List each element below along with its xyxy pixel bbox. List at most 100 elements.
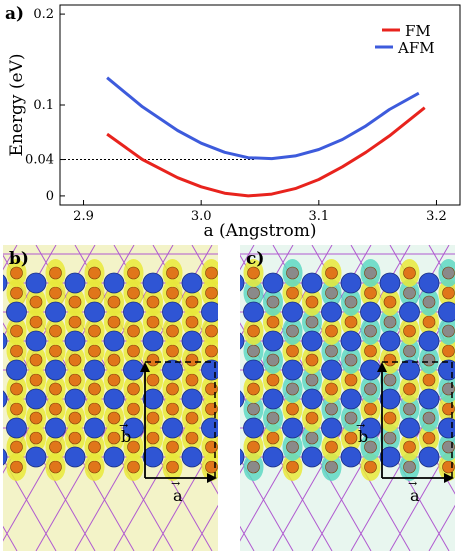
small-atom <box>286 382 299 396</box>
large-atom <box>123 301 144 323</box>
large-atom <box>142 388 164 410</box>
small-atom <box>166 460 179 474</box>
small-atom <box>146 411 160 425</box>
panel-b-label: b) <box>9 249 29 269</box>
large-atom <box>64 446 86 468</box>
small-atom <box>185 315 199 329</box>
small-atom <box>49 440 62 454</box>
large-atom <box>360 417 381 439</box>
series-group <box>106 76 426 198</box>
large-atom <box>399 359 420 381</box>
large-atom <box>262 388 284 410</box>
small-atom <box>364 266 377 280</box>
large-atom <box>379 272 401 294</box>
unit-cell: a→b→ <box>356 361 454 505</box>
large-atom <box>301 330 323 352</box>
structure-c-image: a→b→ <box>240 245 455 551</box>
panel-b-structure: a → b → b) <box>3 245 218 551</box>
large-atom <box>142 272 164 294</box>
x-tick-label: 3.0 <box>191 209 212 224</box>
small-atom <box>422 373 436 387</box>
large-atom <box>399 301 420 323</box>
small-atom <box>383 315 397 329</box>
large-atom <box>6 359 27 381</box>
small-atom <box>364 460 377 474</box>
large-atom <box>25 272 47 294</box>
large-atom <box>3 390 8 408</box>
x-tick-label: 3.2 <box>426 209 447 224</box>
small-atom <box>127 440 140 454</box>
small-atom <box>107 431 121 445</box>
small-atom <box>286 440 299 454</box>
large-atom <box>438 301 455 323</box>
small-atom <box>107 353 121 367</box>
small-atom <box>442 266 455 280</box>
large-atom <box>181 272 203 294</box>
small-atom <box>383 373 397 387</box>
panel-c-label: c) <box>246 249 265 269</box>
large-atom <box>142 446 164 468</box>
vector-b-arrow-glyph: → <box>356 419 365 432</box>
vector-a-arrowhead <box>444 473 454 483</box>
bond-line <box>389 245 455 360</box>
small-atom <box>403 402 416 416</box>
small-atom <box>166 266 179 280</box>
small-atom <box>344 411 358 425</box>
large-atom <box>3 274 8 292</box>
small-atom <box>68 315 82 329</box>
large-atom <box>240 390 245 408</box>
large-atom <box>321 301 342 323</box>
large-atom <box>321 359 342 381</box>
large-atom <box>379 330 401 352</box>
large-atom <box>123 359 144 381</box>
small-atom <box>266 295 280 309</box>
large-atom <box>181 330 203 352</box>
small-atom <box>305 431 319 445</box>
large-atom <box>25 388 47 410</box>
small-atom <box>166 402 179 416</box>
large-atom <box>45 417 66 439</box>
small-atom <box>344 431 358 445</box>
small-atom <box>127 286 140 300</box>
x-ticks: 2.9 3.0 3.1 3.2 <box>73 200 447 224</box>
x-tick-label: 3.1 <box>308 209 329 224</box>
bond-line <box>152 436 218 551</box>
small-atom <box>205 344 218 358</box>
large-atoms <box>240 272 455 468</box>
small-atom <box>364 402 377 416</box>
large-atom <box>438 359 455 381</box>
small-atom <box>205 266 218 280</box>
large-atom <box>282 301 303 323</box>
small-atom <box>146 431 160 445</box>
large-atom <box>340 330 362 352</box>
large-atom <box>262 272 284 294</box>
large-atom <box>243 359 264 381</box>
small-atom <box>10 344 23 358</box>
small-atom <box>68 411 82 425</box>
large-atom <box>282 417 303 439</box>
y-axis-label: Energy (eV) <box>7 53 27 156</box>
small-atom <box>88 440 101 454</box>
small-atom <box>10 460 23 474</box>
small-atom <box>364 286 377 300</box>
small-atom <box>305 373 319 387</box>
small-atom <box>403 344 416 358</box>
large-atom <box>162 301 183 323</box>
small-atom <box>88 402 101 416</box>
small-atom <box>403 266 416 280</box>
small-atom <box>305 315 319 329</box>
small-atom <box>442 324 455 338</box>
small-atom <box>49 324 62 338</box>
large-atom <box>360 301 381 323</box>
small-atom <box>29 353 43 367</box>
unit-cell: a→b→ <box>119 361 217 505</box>
small-atom <box>305 411 319 425</box>
small-atom <box>286 324 299 338</box>
large-atom <box>6 301 27 323</box>
small-atom <box>49 460 62 474</box>
vector-a-arrow-glyph: → <box>171 477 180 490</box>
small-atom <box>364 324 377 338</box>
small-atom <box>403 460 416 474</box>
small-atom <box>88 344 101 358</box>
small-atom <box>422 411 436 425</box>
